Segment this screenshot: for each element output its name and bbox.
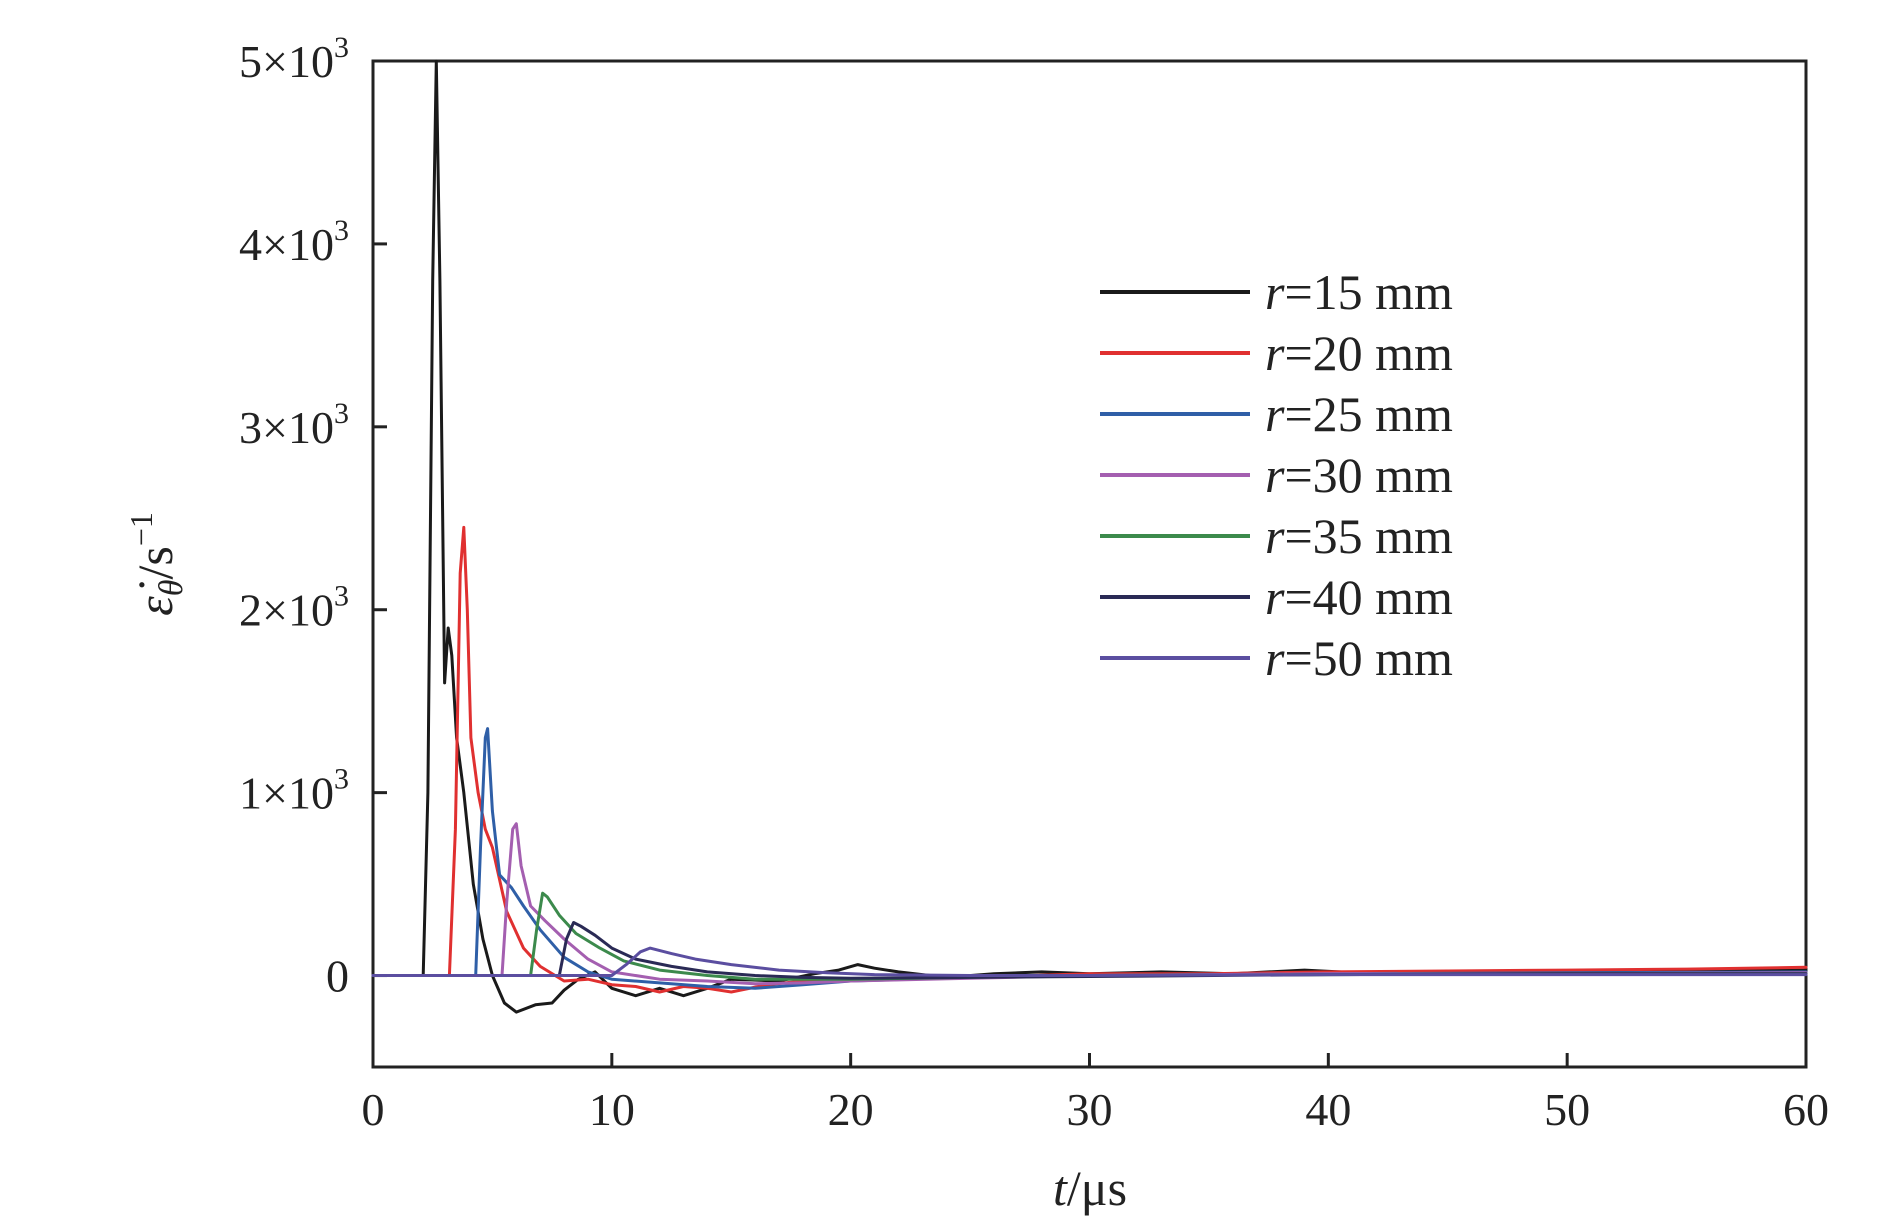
series-layer xyxy=(371,59,1808,1014)
x-axis-label-var: t xyxy=(1053,1160,1068,1216)
y-tick-label: 1×103 xyxy=(239,763,349,819)
legend-label-6: r=40 mm xyxy=(1265,569,1453,625)
x-tick-label: 20 xyxy=(828,1084,874,1135)
y-axis-label-sub: θ xyxy=(153,580,190,597)
y-tick-label: 0 xyxy=(326,951,349,1002)
x-axis: 0 10 20 30 40 50 60 xyxy=(362,1053,1829,1135)
x-tick-label: 60 xyxy=(1783,1084,1829,1135)
series-line-4 xyxy=(371,822,1808,986)
y-tick-label: 4×103 xyxy=(239,214,349,270)
y-axis-label-exp: −1 xyxy=(123,512,159,546)
legend: r=15 mmr=20 mmr=25 mmr=30 mmr=35 mmr=40 … xyxy=(1100,264,1453,686)
legend-label-3: r=25 mm xyxy=(1265,386,1453,442)
y-axis: 0 1×103 2×103 3×103 4×103 5×103 xyxy=(239,31,387,1002)
legend-label-7: r=50 mm xyxy=(1265,630,1453,686)
legend-label-2: r=20 mm xyxy=(1265,325,1453,381)
legend-label-5: r=35 mm xyxy=(1265,508,1453,564)
plot-frame xyxy=(371,59,1808,1069)
x-tick-label: 50 xyxy=(1544,1084,1590,1135)
series-line-5 xyxy=(371,891,1808,981)
y-tick-label: 2×103 xyxy=(239,580,349,636)
series-line-3 xyxy=(371,727,1808,990)
x-tick-label: 30 xyxy=(1067,1084,1113,1135)
y-axis-label-unit: /s xyxy=(127,546,183,579)
x-tick-label: 10 xyxy=(589,1084,635,1135)
x-tick-label: 40 xyxy=(1305,1084,1351,1135)
y-axis-label: ε̇θ/s−1 xyxy=(123,512,190,616)
series-line-2 xyxy=(371,525,1808,994)
legend-label-1: r=15 mm xyxy=(1265,264,1453,320)
x-axis-label-unit: /μs xyxy=(1067,1160,1127,1216)
series-line-7 xyxy=(371,946,1808,977)
x-axis-label: t/μs xyxy=(1053,1160,1127,1216)
series-line-1 xyxy=(371,59,1808,1014)
x-tick-label: 0 xyxy=(362,1084,385,1135)
legend-label-4: r=30 mm xyxy=(1265,447,1453,503)
y-tick-label: 3×103 xyxy=(239,397,349,453)
y-tick-label: 5×103 xyxy=(239,31,349,87)
